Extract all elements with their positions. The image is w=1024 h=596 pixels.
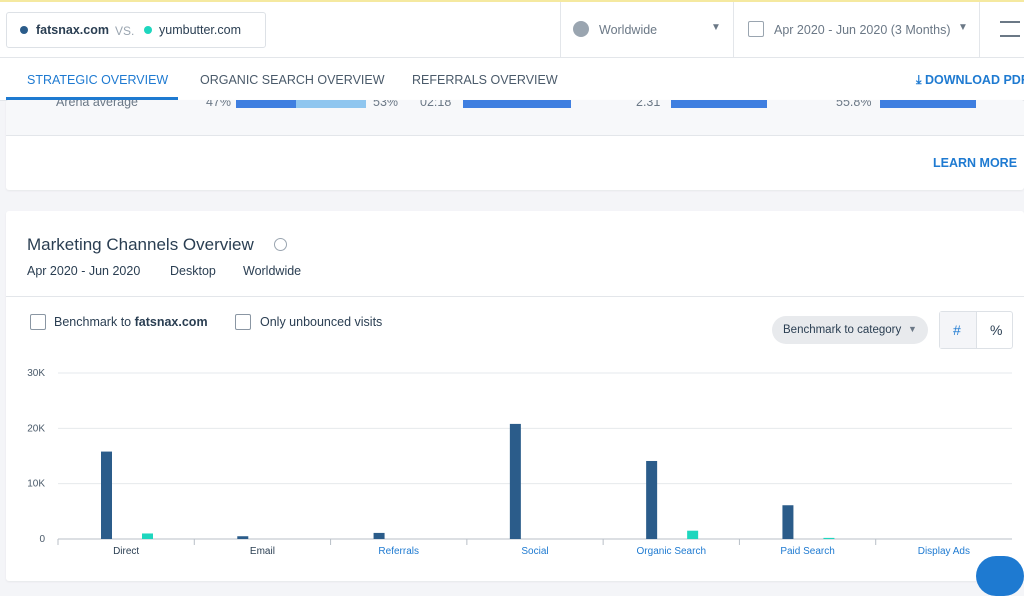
- chat-button[interactable]: [976, 556, 1024, 596]
- dot: [20, 26, 28, 34]
- arena-row: Arena average 47% 53% 02:18 2.31 55.8%: [6, 100, 1024, 136]
- bar: [237, 536, 249, 539]
- x-tick-label: Email: [250, 546, 275, 557]
- tabs: STRATEGIC OVERVIEW ORGANIC SEARCH OVERVI…: [0, 58, 1024, 101]
- card-title: Marketing Channels Overview: [27, 235, 254, 254]
- arena-value: 47%: [206, 100, 232, 109]
- label: Benchmark to: [54, 315, 132, 329]
- toggle-hash[interactable]: #: [953, 322, 961, 338]
- arena-value: 53%: [373, 100, 399, 109]
- arena-value: 2.31: [636, 100, 661, 109]
- bar: [373, 532, 385, 539]
- label: Benchmark to category: [783, 324, 902, 336]
- divider: [6, 296, 1024, 297]
- date: Apr 2020 - Jun 2020 (3 Months): [774, 23, 951, 37]
- tab[interactable]: REFERRALS OVERVIEW: [412, 73, 558, 87]
- x-tick-label: Paid Search: [780, 546, 834, 557]
- compare-box[interactable]: fatsnax.com VS. yumbutter.com: [6, 12, 266, 48]
- download[interactable]: ⤓ DOWNLOAD PDF: [916, 73, 1024, 88]
- arena-label: Arena average: [56, 100, 139, 109]
- device: Desktop: [170, 264, 216, 278]
- caret: ▼: [908, 324, 917, 334]
- y-tick-label: 30K: [27, 368, 45, 379]
- tab-underline: [6, 97, 178, 100]
- y-tick-label: 20K: [27, 423, 45, 434]
- y-tick-label: 0: [39, 534, 45, 545]
- label: fatsnax.com: [134, 315, 208, 329]
- tab[interactable]: ORGANIC SEARCH OVERVIEW: [200, 73, 385, 87]
- bar: [880, 100, 976, 108]
- x-tick-label: Referrals: [378, 546, 419, 557]
- arena-value: 02:18: [420, 100, 452, 109]
- site: yumbutter.com: [159, 23, 241, 37]
- region: Worldwide: [599, 23, 658, 37]
- bar: [671, 100, 767, 108]
- toggle-bg: [940, 312, 977, 348]
- site: fatsnax.com: [36, 23, 109, 37]
- bar: [823, 537, 835, 539]
- bar: [101, 451, 112, 539]
- bar: [142, 533, 153, 539]
- date-select[interactable]: Apr 2020 - Jun 2020 (3 Months) ▼: [733, 2, 980, 58]
- tab[interactable]: STRATEGIC OVERVIEW: [27, 73, 169, 87]
- learn-more[interactable]: LEARN MORE: [933, 156, 1018, 170]
- calendar: [748, 21, 764, 37]
- checkbox[interactable]: [30, 314, 46, 330]
- bar: [782, 505, 794, 539]
- chart: 0 10K 20K 30K Direct Email Referrals Social Orga…: [27, 368, 1012, 557]
- download-label: DOWNLOAD PDF: [925, 73, 1024, 87]
- period: Apr 2020 - Jun 2020: [27, 264, 141, 278]
- arena-value: 55.8%: [836, 100, 872, 109]
- x-tick-label: Direct: [113, 546, 139, 557]
- category-select[interactable]: Benchmark to category ▼: [772, 316, 928, 344]
- info-icon[interactable]: [274, 238, 287, 251]
- label: Only unbounced visits: [260, 315, 383, 329]
- toggle-percent[interactable]: %: [990, 322, 1003, 338]
- bar: [646, 460, 658, 539]
- dot: [144, 26, 152, 34]
- x-tick-label: Organic Search: [637, 546, 706, 557]
- bar: [509, 423, 521, 539]
- filter-icon[interactable]: [1000, 21, 1020, 37]
- x-tick-label: Social: [521, 546, 548, 557]
- bar: [687, 530, 699, 539]
- arena-card: Arena average 47% 53% 02:18 2.31 55.8% L…: [6, 100, 1024, 190]
- bar: [236, 100, 296, 108]
- bar: [463, 100, 571, 108]
- globe: [573, 21, 589, 37]
- vs: VS.: [115, 24, 135, 38]
- top-bar: fatsnax.com VS. yumbutter.com Worldwide …: [0, 0, 1024, 58]
- checkbox[interactable]: [235, 314, 251, 330]
- region: Worldwide: [243, 264, 302, 278]
- y-tick-label: 10K: [27, 479, 45, 490]
- x-tick-label: Display Ads: [918, 546, 970, 557]
- toggle: # %: [939, 311, 1013, 349]
- bar: [296, 100, 366, 108]
- caret: ▼: [958, 22, 968, 33]
- region-select[interactable]: Worldwide ▼: [560, 2, 733, 58]
- caret: ▼: [711, 22, 721, 33]
